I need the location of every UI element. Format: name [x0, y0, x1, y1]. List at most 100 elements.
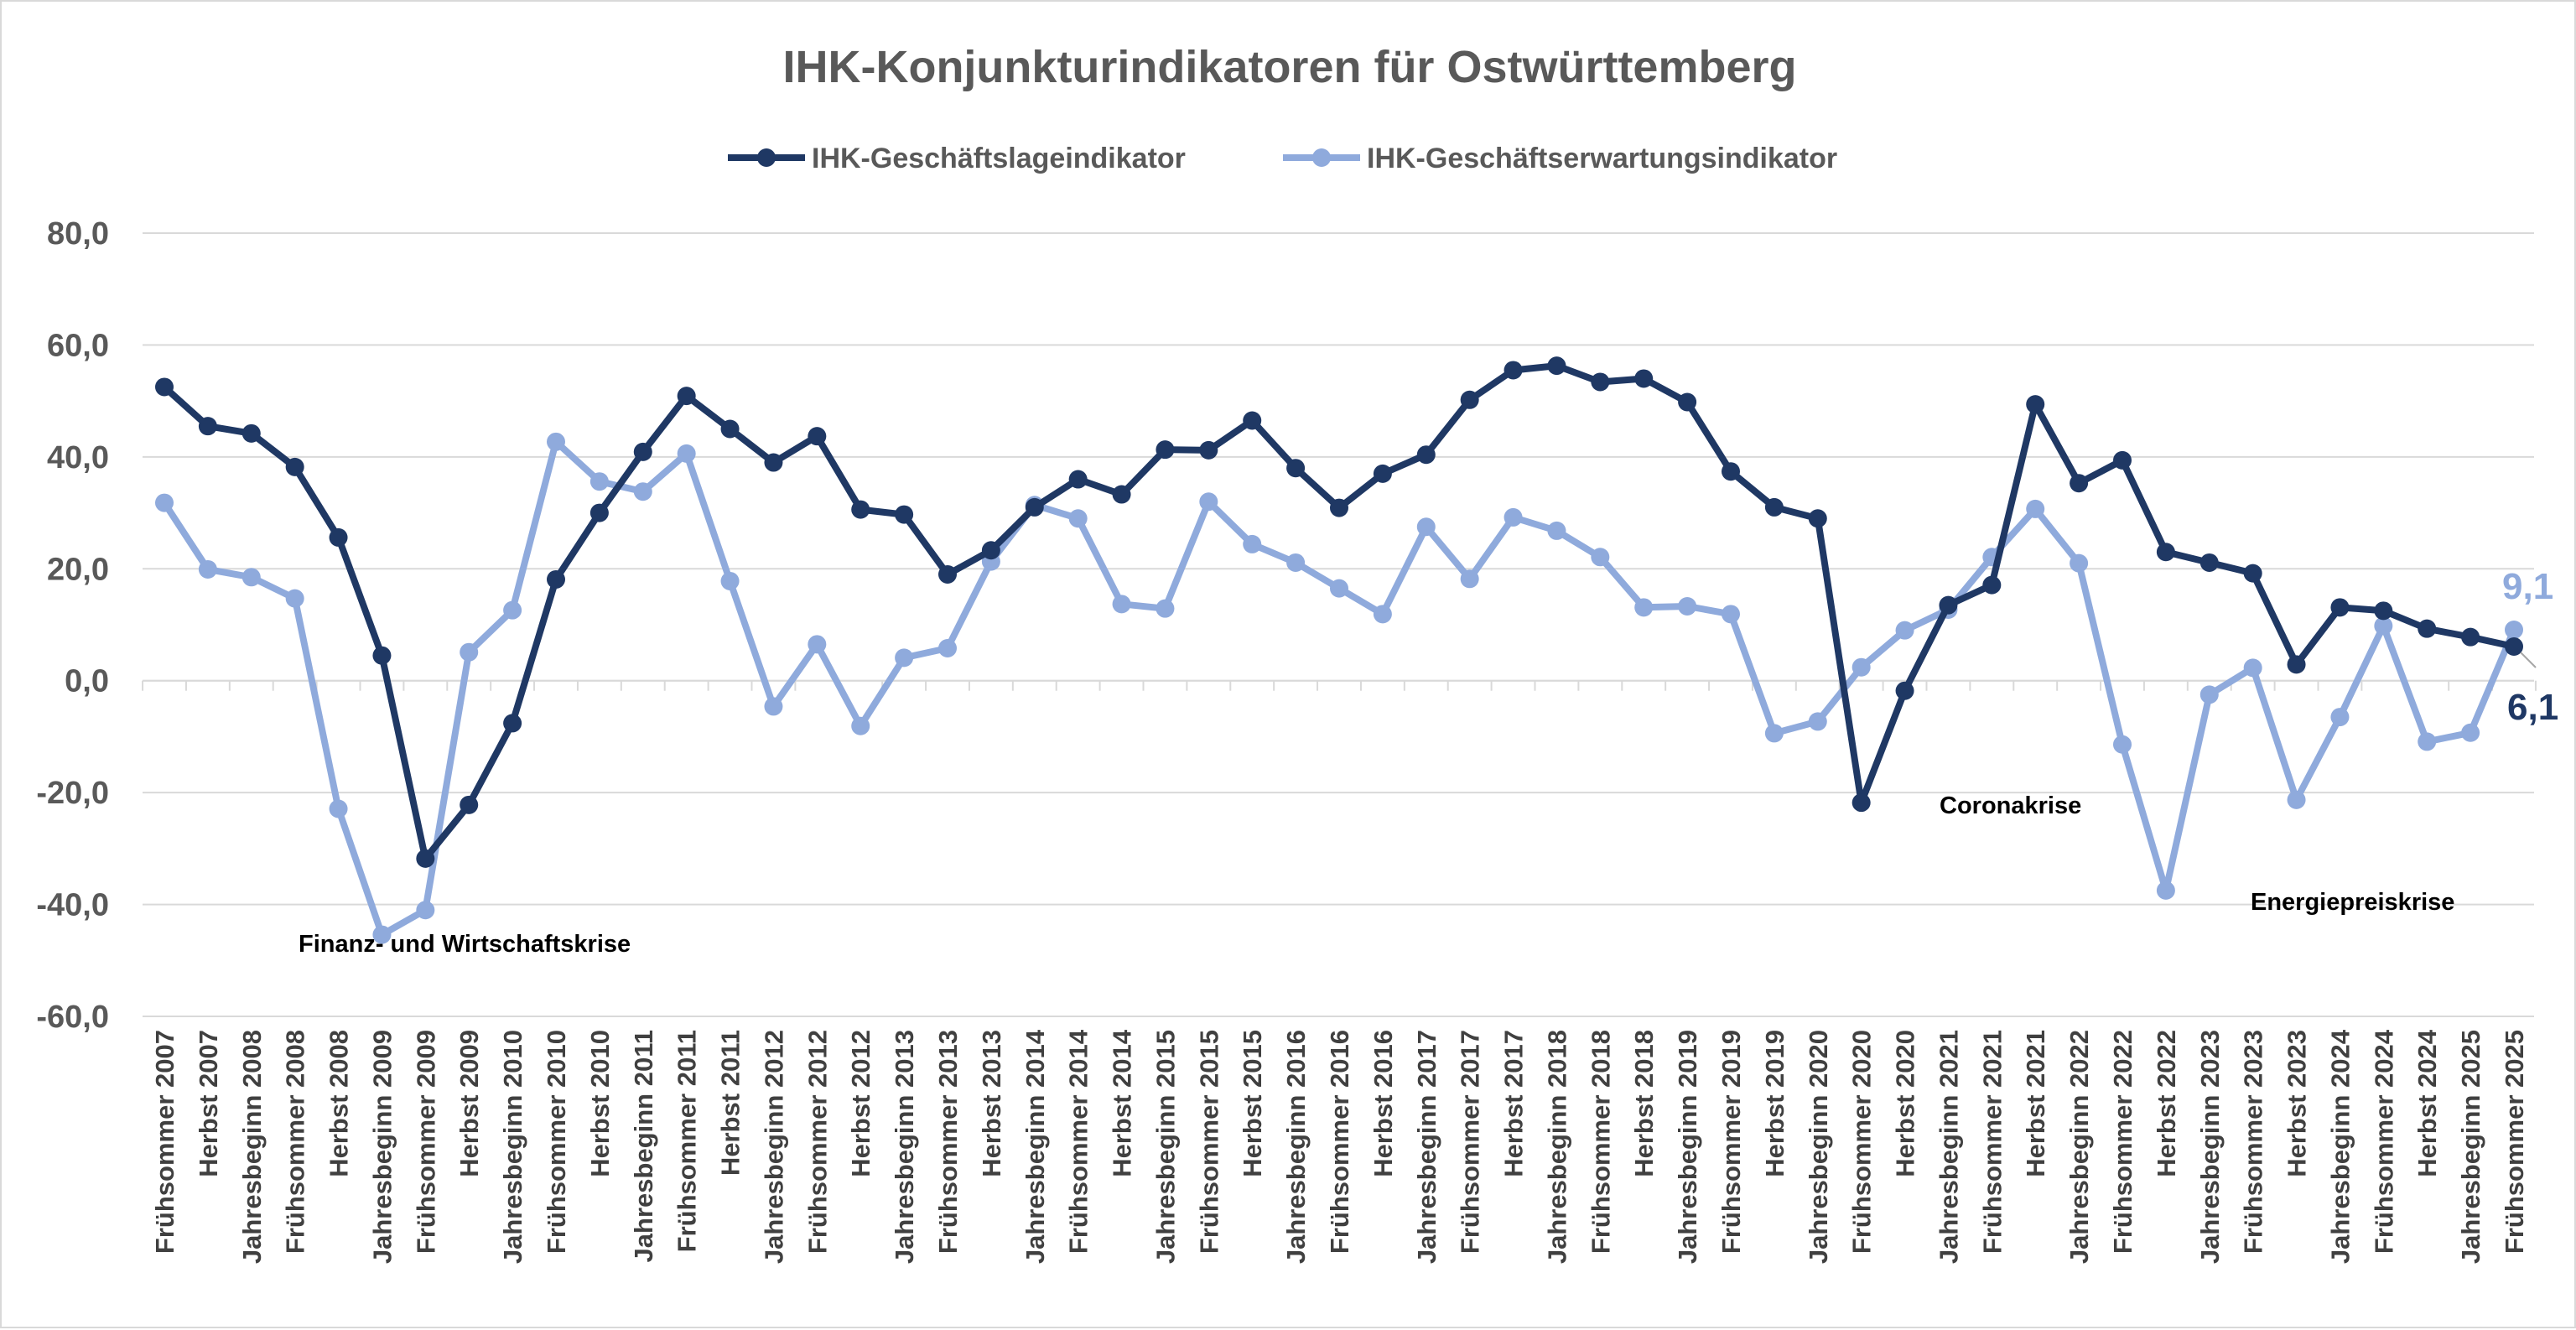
data-point	[1808, 509, 1827, 528]
x-tick-label: Jahresbeginn 2021	[1934, 1030, 1963, 1264]
data-point	[1286, 459, 1306, 478]
annotations: Finanz- und Wirtschaftskrise Coronakrise…	[299, 792, 2454, 958]
data-point	[981, 541, 1000, 560]
data-point	[633, 442, 652, 461]
x-tick-label: Frühsommer 2011	[673, 1030, 702, 1252]
x-tick-label: Jahresbeginn 2019	[1673, 1030, 1702, 1264]
data-point	[1547, 356, 1566, 376]
y-tick-label: 0,0	[65, 664, 109, 699]
y-tick-label: 20,0	[47, 552, 109, 587]
data-point	[1330, 579, 1348, 598]
data-point	[2287, 790, 2306, 809]
data-point	[1634, 598, 1654, 617]
data-point	[198, 559, 217, 579]
x-tick-label: Jahresbeginn 2010	[498, 1030, 527, 1264]
data-point	[938, 639, 957, 658]
x-tick-label: Jahresbeginn 2022	[2064, 1030, 2094, 1264]
data-point	[460, 642, 479, 662]
data-point	[242, 423, 261, 443]
x-tick-label: Frühsommer 2015	[1194, 1030, 1223, 1254]
data-point	[1504, 507, 1523, 527]
data-point	[1634, 369, 1654, 388]
data-point	[1416, 445, 1436, 465]
x-tick-label: Herbst 2019	[1760, 1030, 1789, 1177]
data-point	[2026, 395, 2045, 414]
data-point	[2156, 881, 2175, 900]
x-tick-label: Frühsommer 2007	[150, 1030, 179, 1254]
data-point	[1286, 553, 1306, 572]
data-point	[1547, 521, 1566, 540]
annotation-energy-crisis: Energiepreiskrise	[2251, 889, 2454, 916]
x-tick-label: Frühsommer 2019	[1716, 1030, 1746, 1254]
x-tick-label: Jahresbeginn 2024	[2325, 1029, 2355, 1264]
x-tick-label: Jahresbeginn 2008	[237, 1030, 267, 1264]
series-situation	[155, 356, 2523, 868]
data-point	[1460, 390, 1479, 409]
data-point	[372, 925, 392, 944]
x-tick-label: Jahresbeginn 2025	[2456, 1030, 2485, 1264]
x-tick-label: Herbst 2009	[454, 1030, 484, 1177]
data-point	[2113, 450, 2132, 470]
data-point	[1591, 372, 1610, 392]
y-tick-label: -60,0	[36, 1000, 109, 1035]
data-point	[1243, 411, 1262, 430]
data-point	[1156, 440, 1175, 460]
x-tick-label: Frühsommer 2016	[1325, 1030, 1354, 1254]
x-tick-label: Frühsommer 2022	[2108, 1030, 2137, 1254]
data-point	[633, 482, 652, 501]
data-point	[764, 453, 783, 472]
data-point	[2243, 564, 2262, 583]
x-tick-label: Herbst 2013	[977, 1030, 1006, 1177]
data-point	[2505, 637, 2523, 657]
data-point	[677, 444, 696, 463]
y-tick-label: -20,0	[36, 776, 109, 811]
data-point	[2330, 598, 2350, 617]
data-point	[764, 697, 783, 716]
data-point	[372, 646, 392, 665]
data-point	[1895, 681, 1914, 700]
data-point	[1722, 605, 1740, 624]
x-tick-label: Jahresbeginn 2012	[759, 1030, 788, 1264]
data-point	[808, 635, 827, 654]
data-point	[242, 568, 261, 587]
data-point	[2461, 627, 2480, 647]
end-labels: 6,1 9,1	[2502, 566, 2558, 728]
data-point	[2330, 708, 2350, 727]
end-label-leader	[2520, 652, 2537, 668]
data-point	[1373, 464, 1392, 483]
annotation-corona-crisis: Coronakrise	[1940, 792, 2081, 819]
x-tick-label: Herbst 2024	[2412, 1029, 2442, 1177]
legend-marker-expectation	[1312, 148, 1331, 167]
data-point	[2070, 553, 2089, 573]
chart-title: IHK-Konjunkturindikatoren für Ostwürttem…	[782, 42, 1796, 92]
x-tick-labels: Frühsommer 2007 Herbst 2007 Jahresbeginn 2…	[150, 1029, 2529, 1264]
data-point	[851, 500, 870, 519]
data-point	[2026, 499, 2045, 518]
end-label-situation: 6,1	[2507, 687, 2558, 728]
data-point	[2461, 723, 2480, 742]
series	[155, 356, 2523, 944]
data-point	[1678, 596, 1697, 616]
data-point	[1068, 470, 1088, 489]
x-tick-label: Herbst 2016	[1368, 1030, 1398, 1177]
x-tick-label: Frühsommer 2020	[1847, 1030, 1877, 1254]
data-point	[1112, 485, 1131, 504]
data-point	[851, 716, 870, 735]
x-tick-label: Frühsommer 2010	[542, 1030, 571, 1254]
y-tick-label: -40,0	[36, 888, 109, 923]
series-expectation	[155, 432, 2523, 944]
data-point	[2156, 543, 2175, 562]
data-point	[720, 571, 740, 590]
data-point	[416, 901, 435, 920]
x-tick-label: Herbst 2022	[2152, 1030, 2181, 1177]
x-tick-label: Herbst 2021	[2021, 1030, 2050, 1177]
x-tick-label: Herbst 2020	[1891, 1030, 1920, 1177]
data-point	[1722, 462, 1740, 481]
data-point	[1678, 392, 1697, 412]
data-point	[2505, 621, 2523, 640]
x-tick-label: Frühsommer 2017	[1456, 1030, 1485, 1254]
data-point	[547, 569, 565, 589]
x-tick-label: Herbst 2015	[1238, 1030, 1267, 1177]
data-point	[1939, 595, 1958, 615]
x-tick-label: Frühsommer 2018	[1586, 1030, 1615, 1254]
